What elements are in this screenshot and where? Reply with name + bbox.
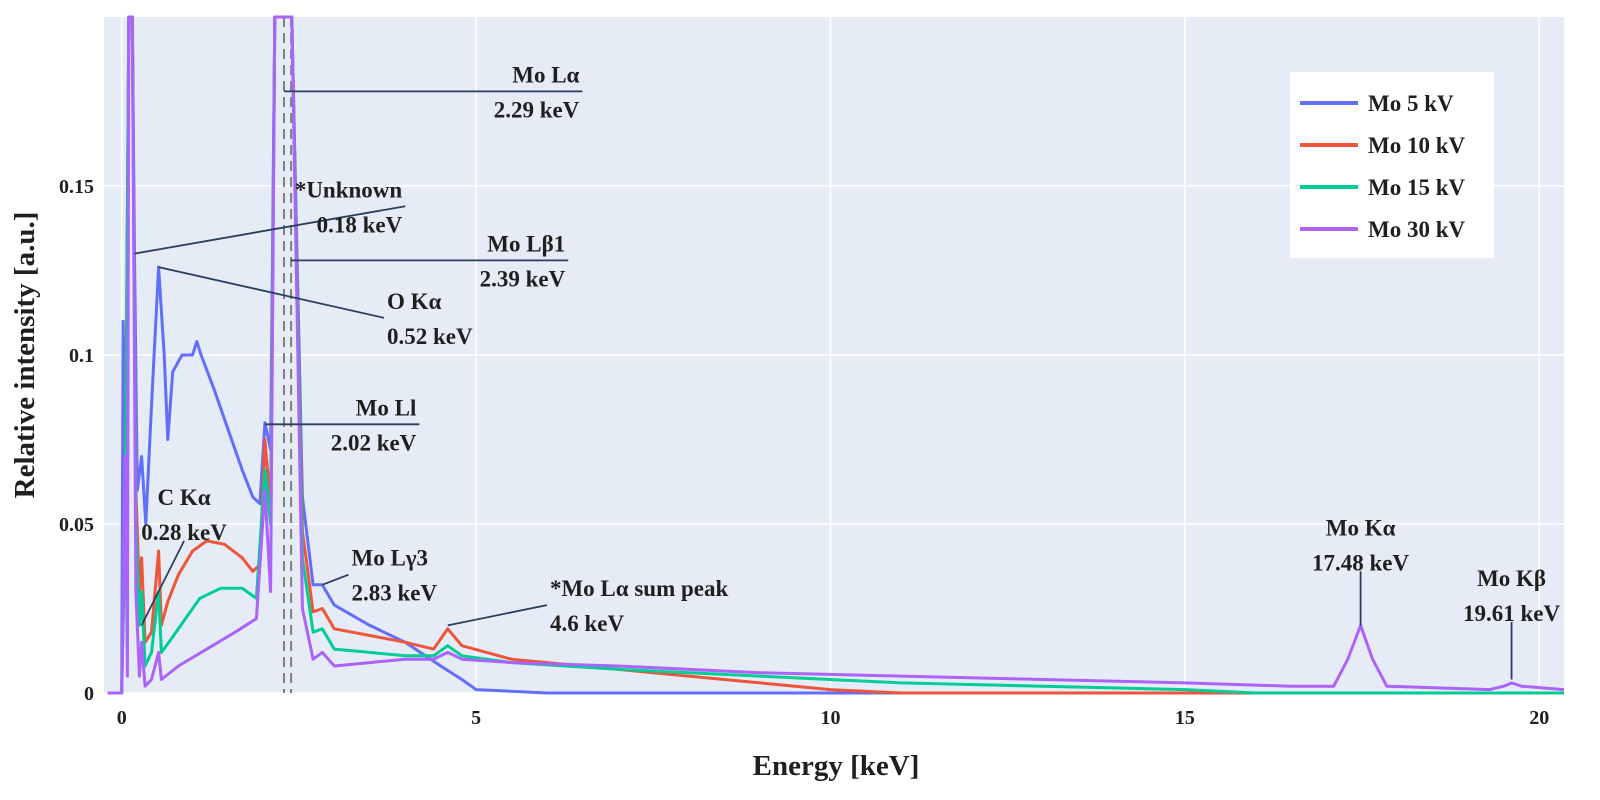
annotation-arrow-o-ka (158, 266, 385, 319)
annotation-label-o-ka-energy: 0.52 keV (387, 324, 473, 349)
x-tick-label-2: 10 (820, 707, 840, 729)
annotation-label-mo-la-energy: 2.29 keV (494, 97, 580, 122)
legend-label-1: Mo 5 kV (1368, 91, 1454, 116)
x-tick-label-0: 0 (117, 707, 127, 729)
annotation-label-mo-lb1-energy: 2.39 keV (480, 266, 566, 291)
annotation-arrow-unknown (134, 205, 406, 255)
annotation-label-mo-ka-energy: 17.48 keV (1312, 550, 1410, 575)
y-axis-title: Relative intensity [a.u.] (9, 212, 41, 499)
annotation-label-mo-lg3-energy: 2.83 keV (352, 581, 438, 606)
x-tick-label-4: 20 (1529, 707, 1549, 729)
annotation-label-mo-la-line: Mo Lα (512, 62, 579, 87)
legend-label-2: Mo 10 kV (1368, 133, 1466, 158)
series-lines (107, 15, 1565, 695)
annotation-label-mo-ka-line: Mo Kα (1326, 515, 1396, 540)
tick-labels: 0 5 10 15 20 0 0.05 0.1 0.15 (59, 176, 1549, 729)
legend: Mo 5 kV Mo 10 kV Mo 15 kV Mo 30 kV (1290, 72, 1494, 258)
annotation-label-mo-lg3-line: Mo Lγ3 (352, 546, 429, 571)
annotation-label-mo-kb-energy: 19.61 keV (1463, 601, 1561, 626)
legend-label-3: Mo 15 kV (1368, 175, 1466, 200)
y-tick-label-3: 0.15 (59, 176, 94, 198)
series-line-2 (107, 15, 1564, 695)
annotation-label-o-ka-line: O Kα (387, 289, 442, 314)
annotation-arrow-mo-la-sum (447, 604, 548, 627)
annotation-label-unknown-line: *Unknown (295, 177, 403, 202)
reference-lines (283, 17, 293, 693)
x-axis-title: Energy [keV] (753, 750, 920, 782)
annotation-label-c-ka-line: C Kα (158, 485, 211, 510)
x-tick-label-1: 5 (471, 707, 481, 729)
x-tick-label-3: 15 (1175, 707, 1195, 729)
annotation-label-mo-ll-energy: 2.02 keV (331, 430, 417, 455)
annotation-label-mo-la-sum-line: *Mo Lα sum peak (550, 576, 729, 601)
y-tick-label-1: 0.05 (59, 514, 94, 536)
annotation-label-mo-ll-line: Mo Ll (356, 395, 417, 420)
annotation-label-mo-lb1-line: Mo Lβ1 (487, 231, 565, 256)
annotations: Mo Lα 2.29 keV *Unknown 0.18 keV Mo Lβ1 2.39 … (134, 62, 1561, 680)
y-tick-label-2: 0.1 (69, 345, 94, 367)
legend-label-4: Mo 30 kV (1368, 217, 1466, 242)
y-tick-label-0: 0 (84, 683, 94, 705)
annotation-label-c-ka-energy: 0.28 keV (141, 520, 227, 545)
annotation-arrow-mo-lg3 (321, 573, 349, 586)
annotation-label-unknown-energy: 0.18 keV (317, 212, 403, 237)
series-line-4 (107, 15, 1565, 695)
annotation-label-mo-la-sum-energy: 4.6 keV (550, 611, 625, 636)
annotation-arrow-c-ka (140, 540, 185, 626)
annotation-label-mo-kb-line: Mo Kβ (1477, 566, 1546, 591)
